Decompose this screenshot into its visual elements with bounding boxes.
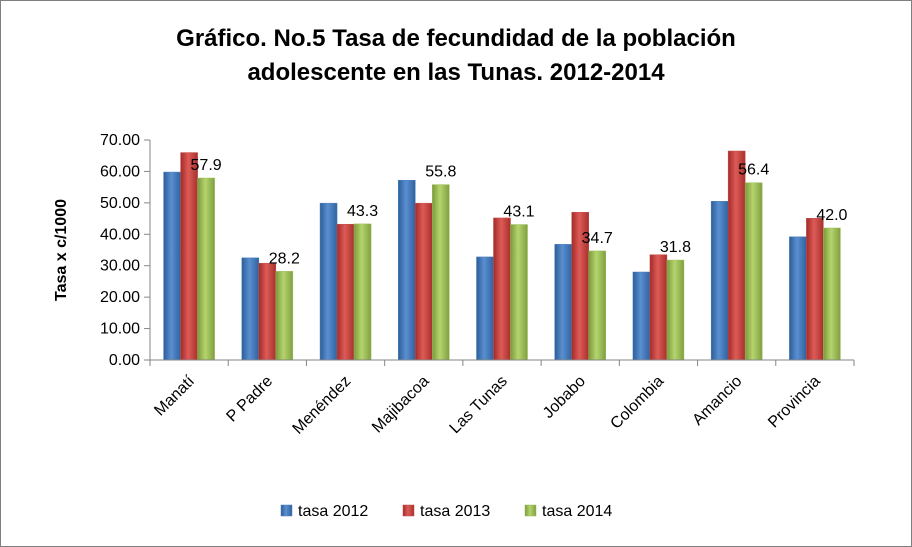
bar xyxy=(319,202,338,361)
bar xyxy=(632,271,651,361)
bar xyxy=(432,184,450,361)
bar xyxy=(588,250,606,361)
bar xyxy=(554,244,572,361)
legend-label: tasa 2012 xyxy=(298,503,368,520)
axes xyxy=(149,140,854,366)
bar xyxy=(476,256,494,361)
data-label: 43.1 xyxy=(503,204,534,221)
data-labels: 57.9 28.2 43.3 55.8 43.1 34.7 31.8 56.4 42.0 xyxy=(191,157,848,267)
y-tick-label: 30.00 xyxy=(100,258,140,275)
data-label: 28.2 xyxy=(269,250,300,267)
bar xyxy=(666,259,685,361)
bar xyxy=(710,201,729,361)
data-label: 43.3 xyxy=(347,203,378,220)
y-tick-label: 60.00 xyxy=(100,163,140,180)
data-label: 34.7 xyxy=(582,230,613,247)
y-axis-ticks: 0.00 10.00 20.00 30.00 40.00 50.00 60.00 70.00 xyxy=(100,132,150,369)
legend-swatch xyxy=(524,504,537,517)
bar xyxy=(197,177,215,361)
bar xyxy=(275,271,294,361)
y-tick-label: 50.00 xyxy=(100,195,140,212)
y-tick-label: 40.00 xyxy=(100,226,140,243)
bar xyxy=(727,150,746,361)
bar xyxy=(806,218,824,361)
bar xyxy=(241,257,260,361)
bar xyxy=(789,236,807,361)
bar xyxy=(744,182,763,361)
y-axis-label: Tasa x c/1000 xyxy=(53,199,70,301)
bar xyxy=(510,224,528,361)
legend-label: tasa 2013 xyxy=(420,503,490,520)
y-tick-label: 70.00 xyxy=(100,132,140,149)
bar xyxy=(415,202,433,361)
bar xyxy=(353,223,372,361)
data-label: 56.4 xyxy=(738,162,769,179)
legend-swatch xyxy=(402,504,415,517)
bars xyxy=(163,150,841,361)
y-tick-label: 0.00 xyxy=(109,352,140,369)
y-tick-label: 10.00 xyxy=(100,321,140,338)
data-label: 57.9 xyxy=(191,157,222,174)
data-label: 31.8 xyxy=(660,239,691,256)
bar xyxy=(493,217,511,361)
bar xyxy=(398,179,416,361)
bar xyxy=(823,227,841,361)
data-label: 55.8 xyxy=(425,164,456,181)
legend: tasa 2012 tasa 2013 tasa 2014 xyxy=(280,503,612,520)
chart-title-line-1: Gráfico. No.5 Tasa de fecundidad de la p… xyxy=(176,25,736,52)
bar xyxy=(180,152,198,361)
legend-swatch xyxy=(280,504,293,517)
y-tick-label: 20.00 xyxy=(100,289,140,306)
chart-title-line-2: adolescente en las Tunas. 2012-2014 xyxy=(247,59,665,86)
data-label: 42.0 xyxy=(816,207,847,224)
legend-label: tasa 2014 xyxy=(542,503,612,520)
bar xyxy=(258,262,277,361)
bar xyxy=(649,254,668,361)
bar xyxy=(163,171,181,361)
bar xyxy=(336,223,355,361)
